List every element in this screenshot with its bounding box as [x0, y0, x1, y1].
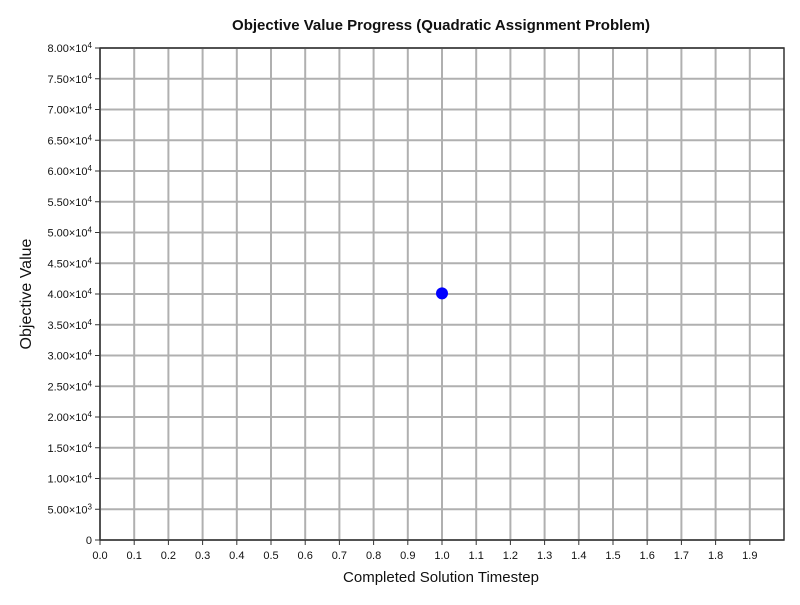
- x-tick-label: 0.1: [127, 550, 142, 562]
- data-points: [436, 287, 448, 300]
- chart-title: Objective Value Progress (Quadratic Assi…: [232, 17, 650, 34]
- x-tick-label: 0.0: [92, 550, 107, 562]
- x-tick-label: 1.3: [537, 550, 552, 562]
- y-tick-label: 7.00×104: [47, 103, 92, 117]
- x-tick-label: 0.4: [229, 550, 244, 562]
- x-tick-label: 1.0: [434, 550, 449, 562]
- y-tick-label: 3.50×104: [47, 318, 92, 332]
- y-tick-label: 5.00×104: [47, 226, 92, 240]
- x-tick-label: 0.7: [332, 550, 347, 562]
- x-tick-label: 1.2: [503, 550, 518, 562]
- x-axis-label: Completed Solution Timestep: [343, 569, 539, 586]
- x-tick-label: 1.6: [640, 550, 655, 562]
- y-tick-label: 0: [86, 535, 92, 547]
- x-tick-label: 0.6: [298, 550, 313, 562]
- y-tick-label: 6.50×104: [47, 133, 92, 147]
- x-tick-label: 0.5: [263, 550, 278, 562]
- y-tick-label: 5.50×104: [47, 195, 92, 209]
- y-tick-label: 4.50×104: [47, 256, 92, 270]
- y-tick-label: 6.00×104: [47, 164, 92, 178]
- y-tick-label: 3.00×104: [47, 349, 92, 363]
- y-tick-label: 1.50×104: [47, 441, 92, 455]
- y-tick-label: 2.00×104: [47, 410, 92, 424]
- x-tick-label: 1.5: [605, 550, 620, 562]
- grid-lines: [99, 47, 784, 541]
- y-tick-label: 1.00×104: [47, 472, 92, 486]
- y-tick-label: 4.00×104: [47, 287, 92, 301]
- y-tick-label: 5.00×103: [47, 502, 92, 516]
- x-tick-label: 1.4: [571, 550, 586, 562]
- x-axis-ticks: 0.0 0.1 0.2 0.3 0.4 0.5 0.6 0.7 0.8 0.9 1.0 1.1 1.2 1…: [92, 540, 757, 562]
- y-axis-label: Objective Value: [18, 238, 35, 349]
- x-tick-label: 1.7: [674, 550, 689, 562]
- x-tick-label: 0.2: [161, 550, 176, 562]
- y-tick-label: 2.50×104: [47, 379, 92, 393]
- y-axis-ticks: 0 5.00×103 1.00×104 1.50×104 2.00×104 2.50×10…: [47, 41, 100, 547]
- x-tick-label: 0.8: [366, 550, 381, 562]
- x-tick-label: 0.3: [195, 550, 210, 562]
- x-tick-label: 1.8: [708, 550, 723, 562]
- y-tick-label: 7.50×104: [47, 72, 92, 86]
- x-tick-label: 1.1: [469, 550, 484, 562]
- y-tick-label: 8.00×104: [47, 41, 92, 55]
- x-tick-label: 0.9: [400, 550, 415, 562]
- x-tick-label: 1.9: [742, 550, 757, 562]
- data-point: [436, 287, 448, 300]
